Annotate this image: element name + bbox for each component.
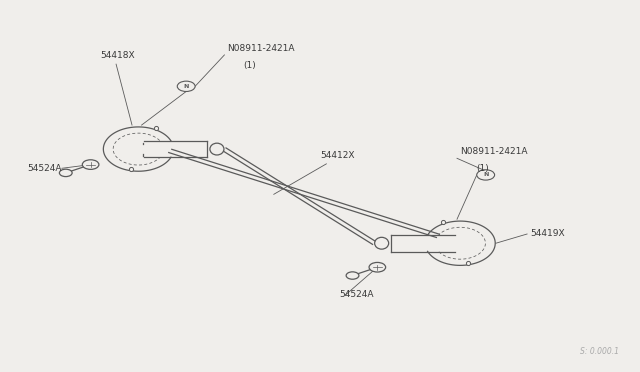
Circle shape — [346, 272, 359, 279]
Text: N: N — [184, 84, 189, 89]
Text: N08911-2421A: N08911-2421A — [228, 44, 295, 53]
Text: 54524A: 54524A — [339, 290, 374, 299]
Ellipse shape — [210, 143, 224, 155]
Text: 54524A: 54524A — [27, 164, 61, 173]
Text: (1): (1) — [476, 164, 489, 173]
Circle shape — [369, 262, 386, 272]
Text: (1): (1) — [244, 61, 256, 70]
Text: N: N — [483, 173, 488, 177]
Text: 54412X: 54412X — [320, 151, 355, 160]
Circle shape — [60, 169, 72, 177]
Circle shape — [477, 170, 495, 180]
Text: 54419X: 54419X — [531, 230, 565, 238]
Text: S: 0.000.1: S: 0.000.1 — [580, 347, 620, 356]
Circle shape — [83, 160, 99, 169]
Ellipse shape — [374, 237, 388, 249]
Text: N08911-2421A: N08911-2421A — [460, 147, 528, 157]
Circle shape — [177, 81, 195, 92]
Text: 54418X: 54418X — [100, 51, 135, 61]
